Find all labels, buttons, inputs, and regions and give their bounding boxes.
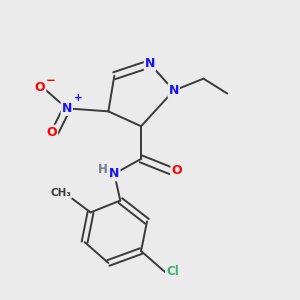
Text: O: O bbox=[35, 81, 45, 94]
Text: Cl: Cl bbox=[166, 266, 179, 278]
Text: O: O bbox=[46, 126, 57, 139]
Text: N: N bbox=[109, 167, 119, 180]
Text: +: + bbox=[74, 93, 83, 103]
Text: O: O bbox=[171, 164, 182, 177]
Text: CH₃: CH₃ bbox=[50, 188, 71, 198]
Text: N: N bbox=[145, 57, 155, 70]
Text: N: N bbox=[169, 84, 179, 97]
Text: N: N bbox=[61, 102, 72, 115]
Text: −: − bbox=[46, 74, 56, 87]
Text: H: H bbox=[98, 163, 107, 176]
